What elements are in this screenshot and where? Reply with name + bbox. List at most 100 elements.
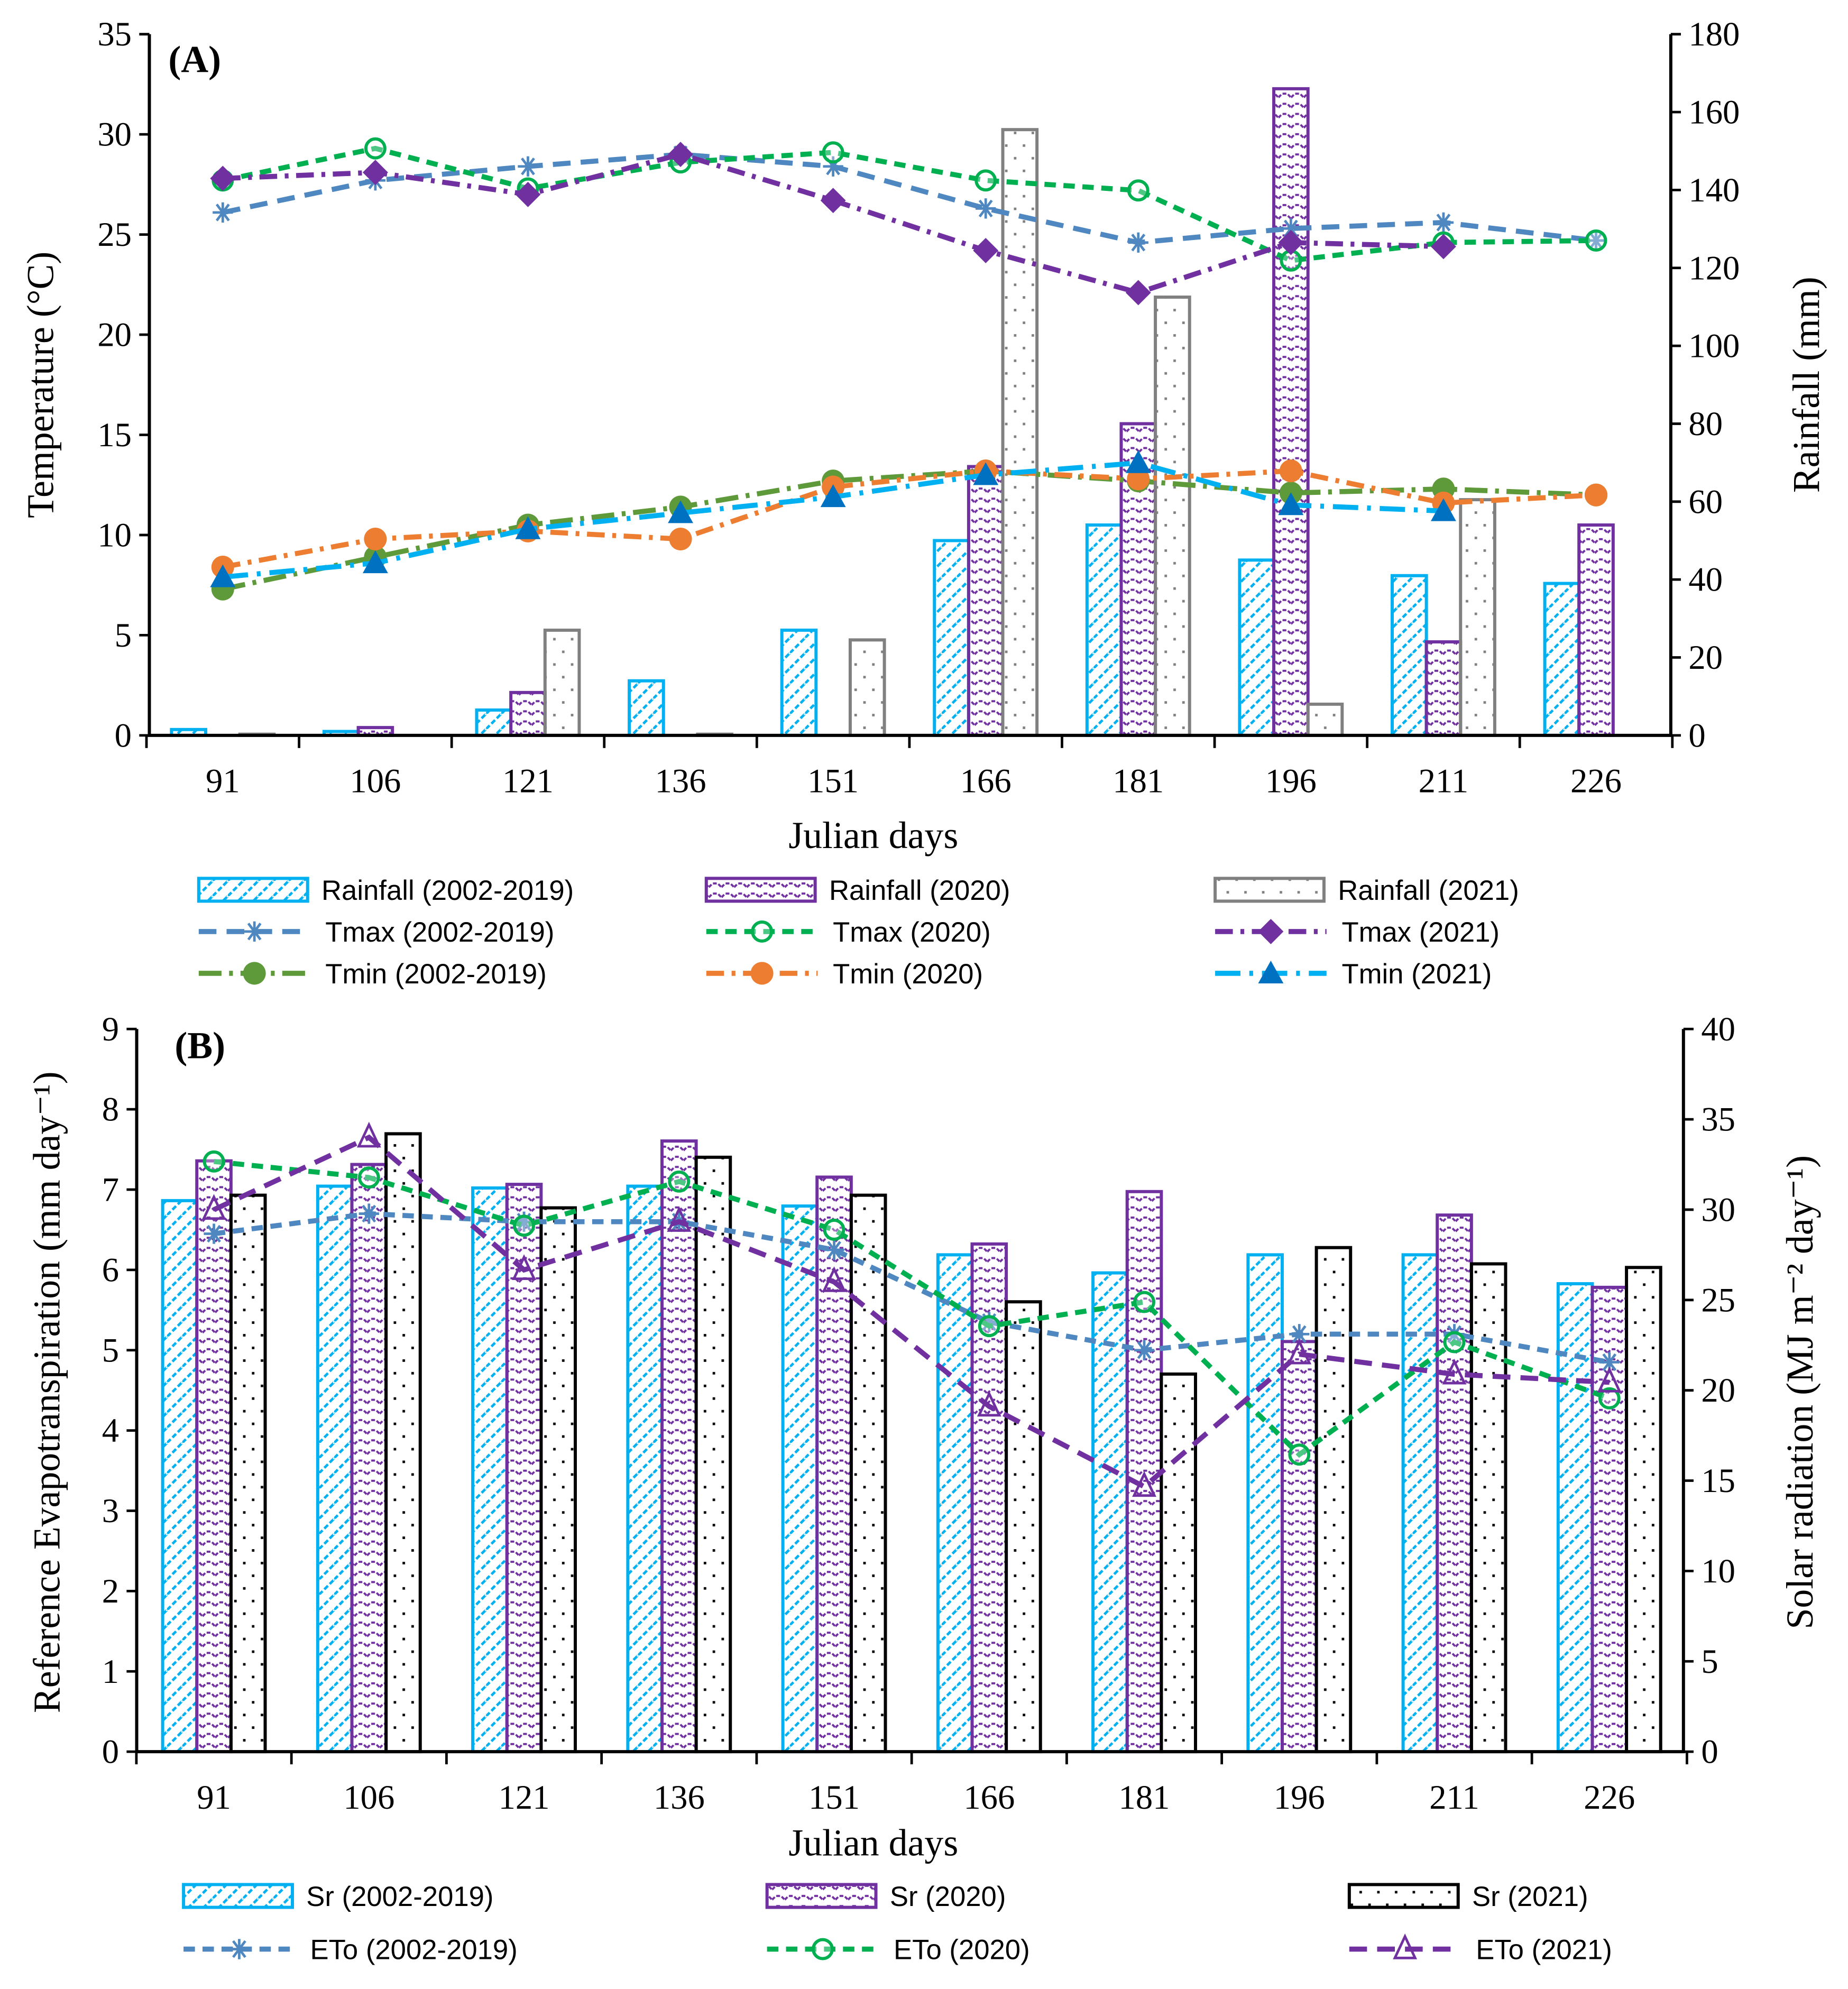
- bar-sr-2002-2019-: [1091, 1271, 1129, 1754]
- bar-sr-2020-: [1280, 1340, 1318, 1754]
- legend-item: Tmin (2020): [706, 959, 983, 990]
- y2-tick-label: 5: [1701, 1642, 1718, 1680]
- line-tmax-2021-diamond-marker: [973, 237, 999, 263]
- line-tmin-2020-circle-marker: [669, 527, 692, 551]
- y2-tick-label: 40: [1701, 1010, 1735, 1048]
- legend-item: Sr (2020): [765, 1881, 1006, 1912]
- bar-sr-2002-2019-: [626, 1184, 664, 1754]
- legend-label: Rainfall (2002-2019): [321, 875, 574, 906]
- legend-label: ETo (2020): [894, 1935, 1030, 1966]
- x-tick-label: 196: [1265, 762, 1317, 800]
- line-tmax-2020-circle-marker: [974, 169, 997, 192]
- line-tmax-2021-diamond-marker: [515, 181, 541, 207]
- y2-tick-label: 180: [1688, 15, 1740, 53]
- y2-tick-label: 35: [1701, 1100, 1735, 1138]
- y-tick-label: 20: [97, 316, 132, 354]
- x-tick-label: 136: [654, 1778, 705, 1816]
- y-axis-title-b: Reference Evapotranspiration (mm day⁻¹): [26, 1071, 68, 1713]
- legend-label: Tmax (2021): [1341, 917, 1499, 948]
- bar-rainfall-2002-2019-: [475, 708, 513, 737]
- legend-swatch: [765, 1883, 878, 1909]
- bar-rainfall-2002-2019-: [628, 679, 665, 737]
- y-tick-label: 7: [102, 1171, 119, 1209]
- bar-rainfall-2021-: [543, 628, 581, 737]
- legend-label: Tmax (2020): [833, 917, 990, 948]
- legend-label: Tmin (2020): [833, 959, 983, 990]
- line-eto-2020-circle-marker: [1133, 1291, 1155, 1313]
- legend-swatch: [1213, 877, 1326, 903]
- y2-tick-label: 100: [1688, 327, 1740, 365]
- x-tick-label: 91: [206, 762, 240, 800]
- bar-sr-2021-: [694, 1155, 732, 1754]
- bar-rainfall-2002-2019-: [780, 628, 818, 737]
- legend-item: ETo (2002-2019): [183, 1935, 518, 1966]
- x-tick-label: 196: [1274, 1778, 1325, 1816]
- line-tmax-2002-2019: [222, 152, 1597, 245]
- line-eto-2020: [214, 1159, 1611, 1458]
- legend-item: ETo (2021): [1349, 1933, 1612, 1966]
- y-tick-label: 25: [97, 215, 132, 253]
- bar-sr-2002-2019-: [471, 1186, 509, 1754]
- y2-tick-label: 0: [1688, 716, 1705, 754]
- line-eto-2002-2019-asterisk-marker: [979, 1312, 999, 1332]
- y-tick-label: 9: [102, 1010, 119, 1048]
- bar-sr-2002-2019-: [781, 1204, 819, 1754]
- bar-sr-2020-: [350, 1163, 388, 1754]
- bar-rainfall-2002-2019-: [1085, 523, 1123, 737]
- line-tmax-2020-circle-marker: [1127, 179, 1150, 202]
- legend-circle-marker: [751, 920, 774, 943]
- y-tick-label: 0: [102, 1733, 119, 1771]
- line-tmin-2020-circle-marker: [1279, 459, 1302, 483]
- x-tick-label: 151: [807, 762, 859, 800]
- y2-tick-label: 0: [1701, 1733, 1718, 1771]
- line-eto-2002-2019: [213, 1211, 1610, 1365]
- line-eto-2020-circle-marker: [513, 1214, 535, 1237]
- bar-rainfall-2002-2019-: [1238, 558, 1276, 737]
- y-tick-label: 15: [97, 416, 132, 454]
- bar-sr-2002-2019-: [316, 1184, 354, 1754]
- legend-asterisk-marker: [229, 1939, 250, 1959]
- line-tmin-2021-triangle-marker: [1430, 498, 1456, 521]
- x-tick-label: 226: [1570, 762, 1622, 800]
- bar-rainfall-2021-: [1459, 498, 1496, 737]
- line-tmin-2021-triangle-marker: [820, 484, 846, 508]
- legend-asterisk-marker: [244, 921, 265, 942]
- bar-rainfall-2020-: [1577, 523, 1615, 737]
- legend-circle-marker: [243, 962, 266, 985]
- y2-tick-label: 20: [1701, 1371, 1735, 1409]
- y-axis-title-a: Temperature (°C): [20, 252, 62, 518]
- line-tmax-2002-2019-asterisk-marker: [1433, 212, 1454, 233]
- legend-label: Rainfall (2021): [1338, 875, 1519, 906]
- y2-tick-label: 40: [1688, 560, 1723, 598]
- line-tmax-2021-diamond-marker: [362, 160, 388, 186]
- x-tick-label: 181: [1113, 762, 1164, 800]
- legend-swatch: [197, 877, 309, 903]
- line-eto-2021-triangle-marker: [1132, 1471, 1156, 1497]
- panel-label-b: (B): [174, 1024, 225, 1066]
- y-tick-label: 6: [102, 1250, 119, 1288]
- bar-sr-2002-2019-: [1401, 1253, 1439, 1754]
- x-tick-label: 226: [1584, 1778, 1635, 1816]
- bar-sr-2021-: [1314, 1246, 1353, 1754]
- x-tick-label: 166: [963, 1778, 1015, 1816]
- legend-label: Sr (2002-2019): [306, 1881, 493, 1912]
- y2-tick-label: 25: [1701, 1281, 1735, 1319]
- line-tmax-2021-diamond-marker: [668, 142, 693, 167]
- line-eto-2002-2019-asterisk-marker: [1289, 1324, 1310, 1345]
- line-eto-2020-circle-marker: [357, 1166, 380, 1189]
- line-tmin-2020: [222, 468, 1596, 570]
- x-tick-label: 121: [502, 762, 554, 800]
- x-tick-label: 211: [1419, 762, 1469, 800]
- legend-item: Rainfall (2021): [1213, 875, 1519, 906]
- line-tmax-2002-2019-asterisk-marker: [823, 156, 843, 177]
- y2-tick-label: 160: [1688, 93, 1740, 131]
- legend-diamond-marker: [1258, 918, 1284, 944]
- y-tick-label: 8: [102, 1090, 119, 1128]
- bar-sr-2002-2019-: [936, 1253, 974, 1754]
- line-tmax-2020-circle-marker: [364, 137, 387, 160]
- line-tmin-2021-triangle-marker: [668, 500, 693, 523]
- y-tick-label: 30: [97, 115, 132, 153]
- legend-item: Rainfall (2020): [704, 875, 1010, 906]
- y2-tick-label: 80: [1688, 404, 1723, 443]
